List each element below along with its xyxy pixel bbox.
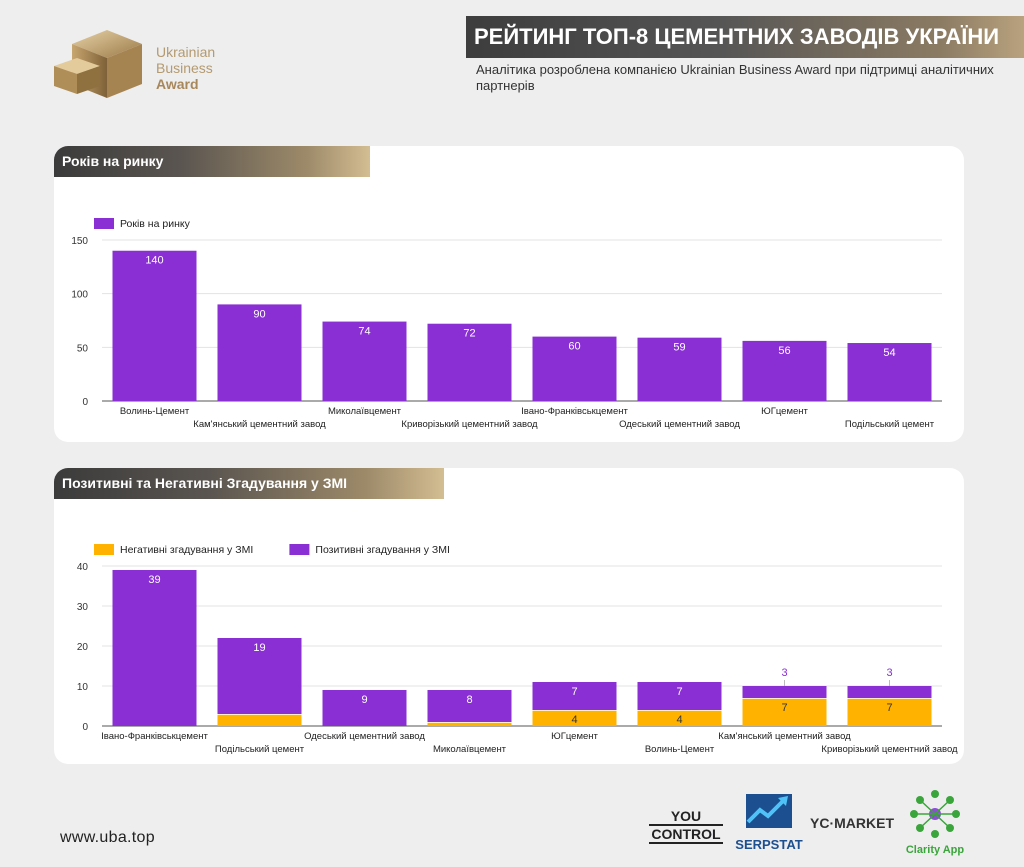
x-tick-label: ЮГцемент	[761, 406, 808, 417]
bar	[637, 710, 722, 726]
y-tick-label: 40	[77, 562, 89, 573]
bar-value-label: 7	[571, 686, 577, 698]
years-bar-chart: 0 50 100 150 Років на ринку 140 Волинь-Цемент 9…	[71, 218, 942, 430]
bar-value-label: 39	[148, 574, 160, 586]
youcontrol-line2: CONTROL	[649, 824, 723, 844]
brand-line2: Business	[156, 60, 213, 76]
bar-value-label: 90	[253, 308, 265, 320]
bar-value-label: 74	[358, 326, 370, 338]
legend-swatch	[94, 544, 114, 555]
bar	[112, 570, 197, 726]
bar-value-label: 7	[886, 702, 892, 714]
legend-swatch	[94, 218, 114, 229]
bar-value-label: 59	[673, 342, 685, 354]
brand-line1: Ukrainian	[156, 44, 216, 60]
y-tick-label: 100	[71, 290, 88, 301]
serpstat-label: SERPSTAT	[735, 837, 803, 852]
bar-value-label: 7	[781, 702, 787, 714]
brand-wordmark: Ukrainian Business Award	[156, 44, 215, 92]
clarity-label: Clarity App	[905, 844, 965, 856]
serpstat-logo: SERPSTAT	[734, 792, 804, 852]
legend-label: Негативні згадування у ЗМІ	[120, 544, 253, 556]
section-title-media: Позитивні та Негативні Згадування у ЗМІ	[54, 468, 444, 499]
chart-card-years: Років на ринку 0 50 100 150 Років на ринку 14…	[54, 146, 964, 442]
x-tick-label: ЮГцемент	[551, 731, 598, 742]
brand-logo	[52, 14, 242, 114]
bar-value-label: 56	[778, 345, 790, 357]
bar	[322, 321, 407, 401]
x-tick-label: Кам'янський цементний завод	[193, 419, 326, 430]
bar	[217, 304, 302, 401]
page-subtitle: Аналітика розроблена компанією Ukrainian…	[476, 62, 994, 93]
bar	[427, 690, 512, 722]
bar	[532, 336, 617, 401]
logo-cube-icon	[54, 30, 142, 98]
y-tick-label: 50	[77, 343, 89, 354]
y-tick-label: 0	[82, 722, 88, 733]
clarity-logo: Clarity App	[900, 788, 970, 856]
bar	[847, 343, 932, 401]
bar-value-label: 4	[571, 714, 577, 726]
bar	[847, 686, 932, 698]
x-tick-label: Волинь-Цемент	[645, 744, 715, 755]
bar	[427, 722, 512, 726]
clarity-network-icon	[910, 790, 960, 838]
bar	[847, 698, 932, 726]
x-tick-label: Одеський цементний завод	[619, 419, 740, 430]
bar	[742, 340, 827, 401]
x-tick-label: Подільський цемент	[215, 744, 305, 755]
y-tick-label: 0	[82, 397, 88, 408]
x-tick-label: Подільський цемент	[845, 419, 935, 430]
x-tick-label: Криворізький цементний завод	[821, 744, 958, 755]
bar-value-label: 9	[361, 694, 367, 706]
page-title: РЕЙТИНГ ТОП-8 ЦЕМЕНТНИХ ЗАВОДІВ УКРАЇНИ	[466, 16, 1024, 58]
x-tick-label: Івано-Франківськцемент	[101, 731, 208, 742]
x-tick-label: Миколаївцемент	[328, 406, 402, 417]
bar	[217, 714, 302, 726]
legend-swatch	[289, 544, 310, 555]
legend-label: Років на ринку	[120, 218, 191, 230]
x-tick-label: Одеський цементний завод	[304, 731, 425, 742]
bar-value-label: 19	[253, 642, 265, 654]
section-title-years: Років на ринку	[54, 146, 370, 177]
y-tick-label: 20	[77, 642, 89, 653]
serpstat-chart-icon	[746, 794, 792, 828]
y-tick-label: 150	[71, 236, 88, 247]
x-tick-label: Миколаївцемент	[433, 744, 507, 755]
bar	[532, 710, 617, 726]
y-tick-label: 10	[77, 682, 89, 693]
youcontrol-logo: YOU CONTROL	[648, 808, 724, 844]
bar	[742, 698, 827, 726]
bar	[217, 638, 302, 714]
bar-value-label: 4	[676, 714, 682, 726]
bar	[532, 682, 617, 710]
youcontrol-line1: YOU	[670, 808, 702, 824]
bar-value-label: 3	[781, 667, 787, 679]
x-tick-label: Кам'янський цементний завод	[718, 731, 851, 742]
ycmarket-logo: YC·MARKET	[810, 815, 894, 831]
bar-value-label: 60	[568, 341, 580, 353]
bar-value-label: 8	[466, 694, 472, 706]
x-tick-label: Криворізький цементний завод	[401, 419, 538, 430]
y-tick-label: 30	[77, 602, 89, 613]
bar	[637, 682, 722, 710]
bar	[322, 690, 407, 726]
footer-url[interactable]: www.uba.top	[60, 829, 155, 846]
x-tick-label: Волинь-Цемент	[120, 406, 190, 417]
chart-card-media: Позитивні та Негативні Згадування у ЗМІ …	[54, 468, 964, 764]
bar	[742, 686, 827, 698]
bar-value-label: 54	[883, 347, 895, 359]
media-stacked-bar-chart: 0 10 20 30 40 Негативні згадування у ЗМІ Позит…	[77, 544, 958, 755]
bar-value-label: 3	[886, 667, 892, 679]
bar	[427, 323, 512, 401]
bar-value-label: 7	[676, 686, 682, 698]
bar-value-label: 140	[145, 255, 163, 267]
bar	[637, 337, 722, 401]
legend-label: Позитивні згадування у ЗМІ	[315, 544, 450, 556]
bar-value-label: 72	[463, 328, 475, 340]
bar	[112, 250, 197, 401]
brand-line3: Award	[156, 76, 199, 92]
x-tick-label: Івано-Франківськцемент	[521, 406, 628, 417]
